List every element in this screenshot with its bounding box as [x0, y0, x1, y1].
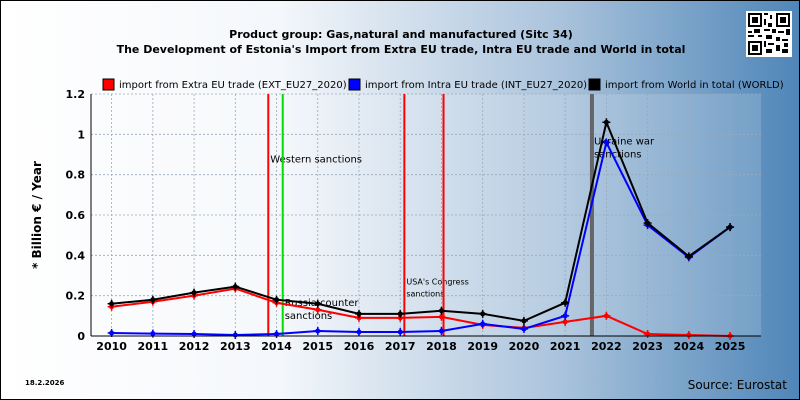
legend: import from Extra EU trade (EXT_EU27_202… [102, 78, 784, 91]
y-tick-label: 0.4 [66, 249, 86, 262]
series-lines [107, 118, 735, 340]
data-point [396, 309, 405, 318]
x-tick-label: 2022 [591, 340, 622, 353]
data-point [148, 295, 157, 304]
event-label: Russia counter sanctions [285, 298, 360, 322]
data-point [355, 309, 363, 318]
x-tick-label: 2010 [96, 340, 127, 353]
legend-item: import from Extra EU trade (EXT_EU27_202… [102, 78, 347, 91]
data-point [519, 324, 528, 333]
x-tick-label: 2023 [632, 340, 663, 353]
legend-label: import from Extra EU trade (EXT_EU27_202… [119, 80, 347, 91]
data-point [602, 311, 611, 320]
legend-label: import from Intra EU trade (INT_EU27_202… [365, 80, 587, 91]
x-tick-label: 2017 [385, 340, 416, 353]
x-tick-label: 2024 [674, 340, 705, 353]
data-point [272, 295, 281, 304]
data-point [396, 327, 405, 336]
data-point [437, 326, 446, 335]
gridlines [91, 93, 761, 337]
data-point [272, 329, 281, 338]
x-tick-label: 2012 [179, 340, 210, 353]
x-tick-label: 2011 [138, 340, 169, 353]
event-label: Ukraine war sanctions [594, 136, 655, 160]
x-tick-label: 2016 [344, 340, 375, 353]
data-point [519, 316, 528, 325]
series-line [111, 139, 731, 336]
x-tick-label: 2018 [426, 340, 457, 353]
x-tick-label: 2020 [509, 340, 540, 353]
y-tick-label: 1.2 [66, 88, 86, 101]
data-point [190, 288, 199, 297]
x-tick-label: 2013 [220, 340, 251, 353]
data-point [561, 298, 570, 307]
data-point [684, 252, 693, 261]
data-point [313, 326, 322, 335]
y-tick-label: 1 [77, 128, 85, 141]
legend-label: import from World in total (WORLD) [605, 80, 784, 91]
event-label: Western sanctions [270, 155, 362, 166]
data-point [190, 329, 199, 338]
y-tick-label: 0.8 [66, 169, 86, 182]
data-point [437, 306, 446, 315]
series-line [111, 287, 731, 337]
plot-area [91, 94, 761, 336]
x-tick-label: 2014 [261, 340, 292, 353]
axes: 0 0.2 0.4 0.6 0.8 1 1.2 2010 2011 2012 2013 2014 201… [66, 88, 761, 353]
data-point [602, 118, 611, 127]
series-line [111, 118, 731, 322]
x-tick-label: 2019 [467, 340, 498, 353]
legend-item: import from World in total (WORLD) [588, 78, 784, 91]
data-point [107, 299, 116, 308]
legend-swatch [102, 78, 115, 91]
data-point [478, 319, 487, 328]
data-point [231, 282, 240, 291]
event-markers: Western sanctions Russia counter sanctions… [267, 94, 655, 336]
data-point [602, 138, 611, 147]
data-point [561, 311, 570, 320]
data-point [643, 219, 652, 228]
qr-code-icon [746, 11, 792, 57]
legend-item: import from Intra EU trade (INT_EU27_202… [348, 78, 587, 91]
legend-swatch [348, 78, 361, 91]
date-stamp: 18.2.2026 [25, 379, 65, 387]
source-label: Source: Eurostat [687, 378, 787, 392]
legend-swatch [588, 78, 601, 91]
data-point [726, 223, 735, 232]
chart-title-line1: Product group: Gas,natural and manufactu… [229, 28, 573, 41]
x-tick-label: 2021 [550, 340, 581, 353]
data-point [478, 309, 487, 318]
chart-title-line2: The Development of Estonia's Import from… [116, 43, 686, 56]
y-tick-label: 0 [77, 330, 85, 343]
data-point [396, 313, 405, 322]
x-tick-label: 2025 [715, 340, 746, 353]
y-axis-label: * Billion € / Year [30, 161, 44, 269]
y-tick-label: 0.2 [66, 290, 86, 303]
x-tick-label: 2015 [302, 340, 333, 353]
data-point [313, 299, 322, 308]
data-point [355, 327, 363, 336]
data-point [643, 329, 652, 338]
data-point [684, 330, 693, 339]
y-tick-label: 0.6 [66, 209, 86, 222]
event-label: USA's Congress sanctions [406, 278, 468, 299]
